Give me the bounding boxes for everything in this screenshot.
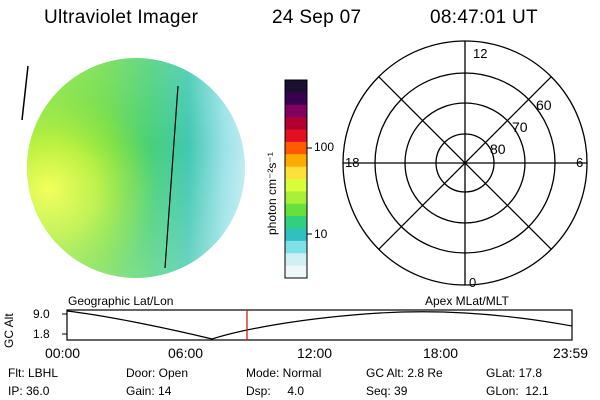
- color-bar-band: [285, 203, 307, 217]
- glon-info: GLon: 12.1: [486, 384, 549, 398]
- color-bar-band: [285, 179, 307, 192]
- terminator-line: [164, 85, 179, 269]
- color-bar-tick-label: 100: [314, 140, 335, 154]
- polar-lat-label-70: 70: [512, 119, 528, 135]
- altitude-curve: [66, 310, 573, 340]
- timeline-frame: [66, 309, 573, 341]
- color-bar-band: [285, 80, 307, 93]
- mode-info: Mode: Normal: [246, 366, 322, 380]
- color-bar-band: [285, 228, 307, 242]
- color-bar-band: [285, 253, 307, 267]
- polar-lat-label-60: 60: [536, 97, 552, 113]
- ip-info: IP: 36.0: [8, 384, 50, 398]
- timeline-x-tick-label: 23:59: [553, 345, 589, 361]
- color-bar-band: [285, 129, 307, 143]
- instrument-title: Ultraviolet Imager: [44, 7, 199, 28]
- timeline-y-tick-max: 9.0: [33, 307, 50, 321]
- gc-alt-info: GC Alt: 2.8 Re: [366, 366, 443, 380]
- filter-info: Flt: LBHL: [8, 366, 59, 380]
- timeline-x-tick-label: 00:00: [45, 345, 81, 361]
- polar-label-18: 18: [345, 155, 360, 170]
- door-info: Door: Open: [126, 366, 189, 380]
- color-bar-band: [285, 104, 307, 118]
- color-bar-band: [285, 191, 307, 205]
- timeline-left-title: Geographic Lat/Lon: [68, 294, 174, 308]
- polar-label-0: 0: [469, 275, 477, 290]
- polar-label-12: 12: [473, 46, 488, 61]
- color-bar-band: [285, 240, 307, 254]
- color-bar-frame: [284, 79, 308, 279]
- timeline-y-tick-min: 1.8: [33, 327, 50, 341]
- color-bar-band: [285, 141, 307, 155]
- color-bar-tick-label: 10: [314, 227, 328, 241]
- seq-info: Seq: 39: [366, 384, 408, 398]
- polar-diagonal: [378, 76, 552, 250]
- color-bar-band: [285, 117, 307, 131]
- color-bar-band: [285, 154, 307, 168]
- timeline-x-tick-label: 12:00: [297, 345, 333, 361]
- timeline-x-tick-label: 06:00: [168, 345, 204, 361]
- time-label: 08:47:01 UT: [430, 7, 538, 28]
- polar-label-6: 6: [576, 155, 584, 170]
- color-bar-band: [285, 265, 307, 279]
- timeline-right-title: Apex MLat/MLT: [425, 294, 509, 308]
- timeline-x-tick-label: 18:00: [423, 345, 459, 361]
- gain-info: Gain: 14: [126, 384, 172, 398]
- color-bar-band: [285, 216, 307, 230]
- color-bar-band: [285, 92, 307, 106]
- color-bar-band: [285, 166, 307, 180]
- date-label: 24 Sep 07: [272, 7, 362, 28]
- dsp-info: Dsp: 4.0: [246, 384, 305, 398]
- polar-lat-label-80: 80: [490, 141, 506, 157]
- limb-tick: [21, 65, 29, 121]
- glat-info: GLat: 17.8: [486, 366, 543, 380]
